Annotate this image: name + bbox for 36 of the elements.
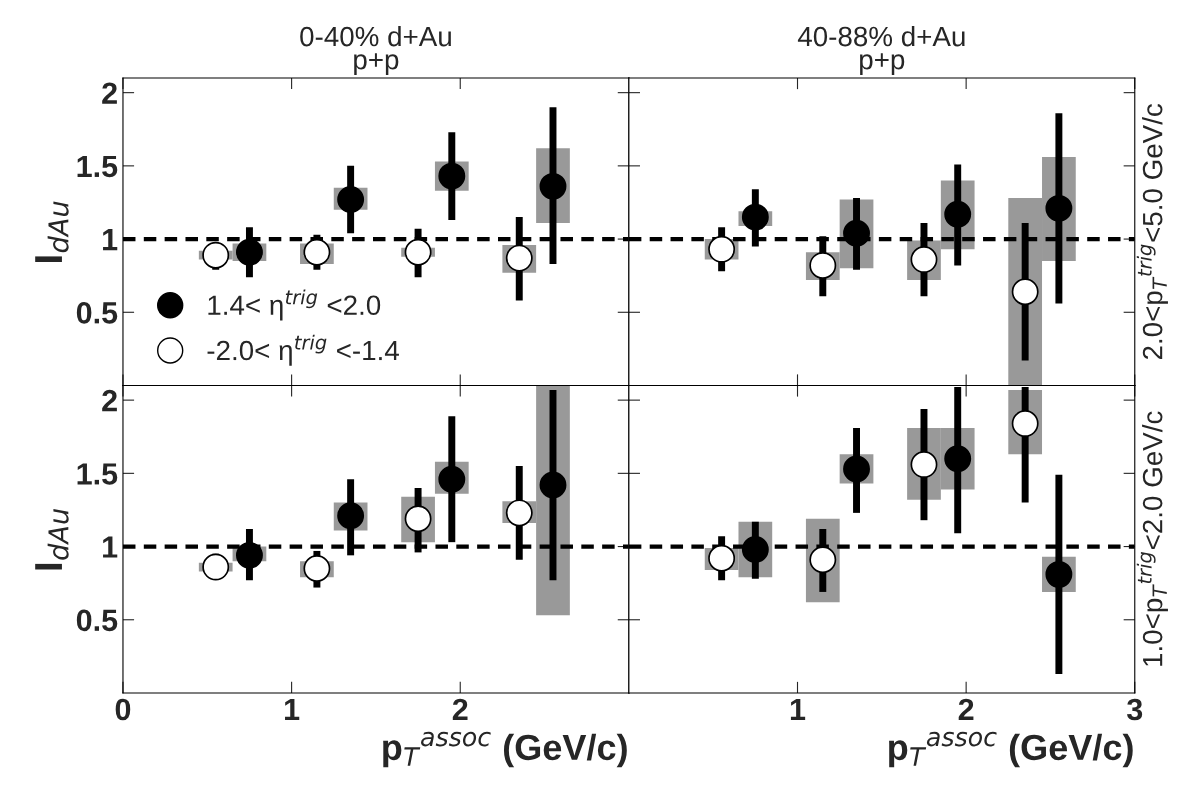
y-tick-label: 2 — [102, 389, 117, 412]
x-tick-label: 2 — [958, 698, 974, 720]
point — [303, 555, 331, 582]
point — [235, 541, 263, 569]
x-axis-title: p$_{T}$$^{assoc}$ (GeV/c) — [383, 731, 627, 768]
chart-subtitle: p+p — [860, 53, 905, 75]
text: 2.0<p$_{T}$$^{trig}$<5.0 GeV/c — [1136, 103, 1168, 360]
y-tick-label: 0.5 — [76, 609, 118, 632]
point — [235, 238, 263, 266]
point — [539, 471, 567, 499]
y-tick-label: 1 — [103, 229, 118, 251]
chart-title: 0-40% d+Au — [300, 25, 451, 47]
x-tick-label: 1 — [285, 698, 300, 720]
x-tick-label: 1 — [790, 698, 806, 720]
point — [1011, 278, 1039, 306]
y-axis-title: I$_{dAu}$ — [35, 508, 69, 570]
x-tick-label: 3 — [1126, 698, 1143, 721]
x-tick-label: 0 — [115, 698, 131, 721]
point — [404, 238, 432, 266]
point — [202, 241, 230, 269]
y-tick-label: 2 — [102, 82, 117, 104]
text: 1.0<p$_{T}$$^{trig}$<2.0 GeV/c — [1136, 411, 1168, 666]
y-axis-title: I$_{dAu}$ — [35, 201, 69, 263]
chart-subtitle: p+p — [354, 53, 399, 75]
point — [741, 203, 769, 231]
legend-label: -2.0< η$^{trig}$ <-1.4 — [207, 334, 399, 366]
x-axis-title: p$_{T}$$^{assoc}$ (GeV/c) — [889, 731, 1133, 768]
y-tick-label: 1 — [103, 536, 118, 558]
point — [202, 553, 230, 581]
x-tick-label: 2 — [452, 698, 468, 720]
chart-title: 40-88% d+Au — [797, 25, 965, 47]
legend-label: 1.4< η$^{trig}$ <2.0 — [208, 289, 381, 321]
y-tick-label: 0.5 — [76, 302, 118, 324]
point — [303, 238, 331, 266]
y-tick-label: 1.5 — [77, 155, 118, 178]
y-tick-label: 1.5 — [77, 463, 118, 485]
